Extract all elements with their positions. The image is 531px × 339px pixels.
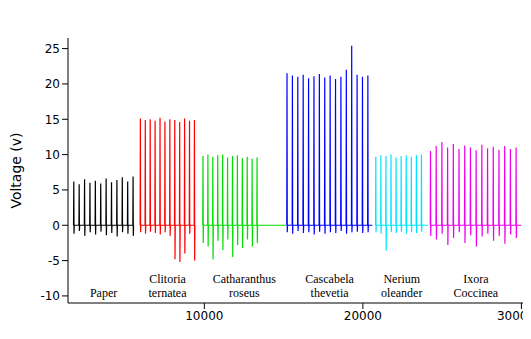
svg-text:Paper: Paper [90,286,117,300]
svg-text:25: 25 [45,42,60,56]
svg-text:10000: 10000 [185,309,223,323]
svg-text:-10: -10 [40,289,60,303]
svg-text:20: 20 [45,77,60,91]
svg-text:10: 10 [45,148,60,162]
svg-text:Voltage (v): Voltage (v) [8,132,24,208]
svg-text:Cascabelathevetia: Cascabelathevetia [305,272,354,300]
svg-text:Clitoriaternatea: Clitoriaternatea [149,272,188,300]
svg-text:15: 15 [45,113,60,127]
svg-text:Neriumoleander: Neriumoleander [381,272,422,300]
svg-text:20000: 20000 [344,309,382,323]
svg-text:0: 0 [52,219,60,233]
svg-text:30000: 30000 [497,309,523,323]
svg-text:-5: -5 [48,254,60,268]
svg-text:Catharanthusroseus: Catharanthusroseus [213,272,277,300]
svg-text:IxoraCoccinea: IxoraCoccinea [454,272,499,300]
svg-text:5: 5 [52,183,60,197]
